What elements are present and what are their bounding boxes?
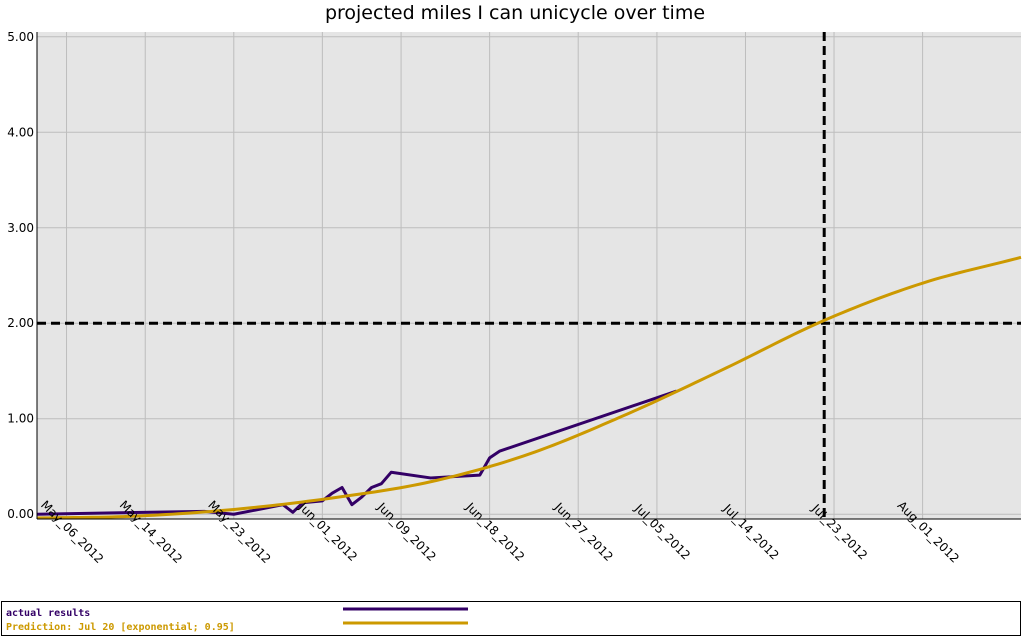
series-line-prediction [36,255,1022,520]
legend-label-actual: actual results [6,608,90,619]
axes [36,32,1021,520]
y-tick-label: 4.00 [7,125,34,139]
reference-lines [37,32,1021,519]
y-tick-labels: 0.00 1.00 2.00 3.00 4.00 5.00 [7,30,34,521]
legend: actual results Prediction: Jul 20 [expon… [1,601,1021,636]
y-tick-label: 0.00 [7,507,34,521]
chart-title: projected miles I can unicycle over time [325,2,705,24]
plot-area [37,32,1021,519]
legend-box [1,601,1021,636]
y-tick-label: 2.00 [7,316,34,330]
legend-label-prediction: Prediction: Jul 20 [exponential; 0.95] [6,621,235,633]
y-tick-label: 1.00 [7,412,34,426]
y-tick-label: 5.00 [7,30,34,44]
series-lines [36,255,1022,520]
y-tick-label: 3.00 [7,221,34,235]
